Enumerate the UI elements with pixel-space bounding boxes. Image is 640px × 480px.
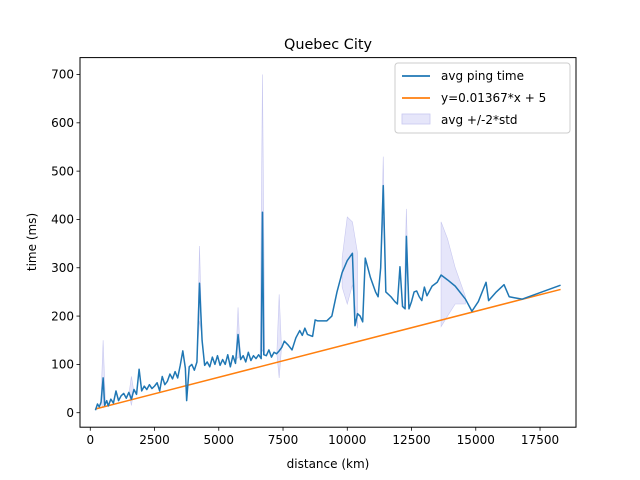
y-tick-label-600: 600 [51, 116, 74, 130]
legend-band-swatch [401, 113, 431, 125]
legend-frame [394, 62, 571, 134]
y-tick-label-700: 700 [51, 68, 74, 82]
fit-line-layer [95, 288, 561, 410]
series-avg-ping-line [94, 184, 561, 411]
band-region-1 [440, 221, 466, 328]
x-tick-label-2500: 2500 [139, 433, 170, 447]
y-axis-label: time (ms) [25, 213, 39, 271]
legend-avg-label: avg ping time [441, 69, 524, 83]
y-tick-label-200: 200 [51, 309, 74, 323]
band-region-0 [341, 216, 358, 329]
legend-fit-label: y=0.01367*x + 5 [441, 91, 546, 105]
legend-band-label: avg +/-2*std [441, 113, 518, 127]
x-axis: 0 2500 5000 7500 10000 12500 15000 17500 [86, 427, 559, 447]
x-tick-label-12500: 12500 [392, 433, 430, 447]
x-axis-label: distance (km) [287, 457, 370, 471]
x-tick-label-15000: 15000 [457, 433, 495, 447]
chart-title: Quebec City [284, 37, 372, 53]
x-tick-label-10000: 10000 [328, 433, 366, 447]
plot-frame [79, 57, 577, 428]
x-tick-label-0: 0 [86, 433, 94, 447]
x-tick-label-17500: 17500 [521, 433, 559, 447]
y-tick-label-400: 400 [51, 213, 74, 227]
fit-line [95, 288, 561, 410]
y-tick-label-100: 100 [51, 358, 74, 372]
y-tick-label-0: 0 [66, 406, 74, 420]
x-tick-label-5000: 5000 [204, 433, 235, 447]
y-tick-label-500: 500 [51, 164, 74, 178]
y-tick-label-300: 300 [51, 261, 74, 275]
series-layer [94, 184, 561, 411]
legend: avg ping time y=0.01367*x + 5 avg +/-2*s… [394, 62, 571, 134]
x-tick-label-7500: 7500 [268, 433, 299, 447]
y-axis: 0 100 200 300 400 500 600 700 [51, 68, 80, 420]
